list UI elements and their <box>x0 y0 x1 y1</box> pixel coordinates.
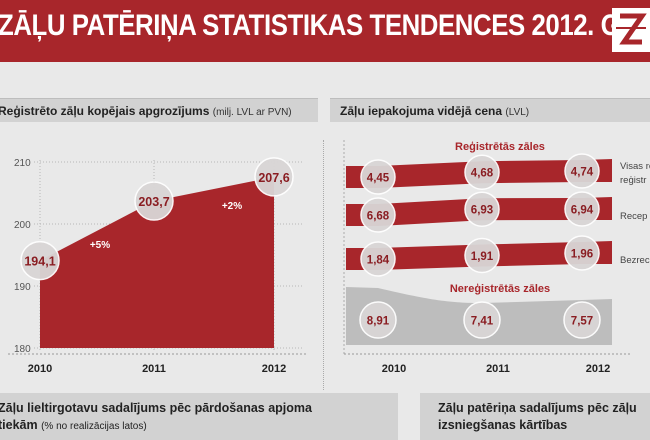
bottom-left-title: Zāļu lieltirgotavu sadalījums pēc pārdoš… <box>0 401 312 432</box>
data-label-2012: 207,6 <box>258 171 289 185</box>
logo-icon <box>612 8 650 52</box>
price-bubble <box>464 237 500 274</box>
series-legend-2: Recep <box>620 211 647 222</box>
bottom-right-header: Zāļu patēriņa sadalījums pēc zāļu izsnie… <box>420 393 650 440</box>
data-label-2011: 203,7 <box>138 195 169 209</box>
price-bubble <box>359 301 397 339</box>
price-bubble <box>564 191 600 227</box>
bottom-right-title: Zāļu patēriņa sadalījums pēc zāļu izsnie… <box>438 401 637 432</box>
right-panel-header: Zāļu iepakojuma vidējā cena (LVL) <box>330 98 650 122</box>
price-bubble <box>563 301 601 339</box>
value-bubble-2010 <box>20 240 60 281</box>
left-panel-title: Reģistrēto zāļu kopējais apgrozījums (mi… <box>0 104 292 118</box>
x-tick-label: 2010 <box>28 363 52 375</box>
price-label: 1,96 <box>571 249 593 261</box>
series-legend-3: Bezreco <box>620 255 650 266</box>
value-bubble-2012 <box>254 157 294 197</box>
x-tick-label: 2010 <box>382 363 406 375</box>
page-title: ZĀĻU PATĒRIŅA STATISTIKAS TENDENCES 2012… <box>0 9 650 42</box>
price-bubble <box>360 241 396 277</box>
x-tick-label: 2012 <box>262 363 286 375</box>
x-tick-label: 2012 <box>586 363 610 375</box>
series-legend-1: Visas reģistr <box>620 161 650 172</box>
price-label: 8,91 <box>367 316 390 328</box>
unregistered-group-label: Nereģistrētās zāles <box>450 282 550 295</box>
price-label: 1,91 <box>471 251 494 263</box>
price-bubble <box>564 235 600 271</box>
data-label-2010: 194,1 <box>24 255 55 269</box>
y-tick-label: 200 <box>14 220 31 231</box>
price-bubble <box>464 191 500 227</box>
registered-group-label: Reģistrētās zāles <box>455 140 545 153</box>
price-label: 4,45 <box>367 173 390 185</box>
right-panel-title: Zāļu iepakojuma vidējā cena (LVL) <box>340 104 530 118</box>
header-banner: ZĀĻU PATĒRIŅA STATISTIKAS TENDENCES 2012… <box>0 0 650 62</box>
y-tick-label: 190 <box>14 282 31 293</box>
x-tick-label: 2011 <box>142 363 166 375</box>
left-panel-header: Reģistrēto zāļu kopējais apgrozījums (mi… <box>0 98 318 122</box>
turnover-area <box>40 176 274 348</box>
panel-divider <box>323 140 324 390</box>
growth-annotation-1: +5% <box>90 240 110 251</box>
price-label: 6,68 <box>367 211 390 223</box>
y-tick-label: 180 <box>14 344 31 355</box>
price-label: 7,57 <box>571 316 593 328</box>
price-label: 6,93 <box>471 205 493 217</box>
price-label: 1,84 <box>367 255 390 267</box>
price-bubble <box>564 153 600 189</box>
growth-annotation-2: +2% <box>222 201 242 212</box>
price-bubble <box>464 154 500 190</box>
price-bubble <box>463 301 501 339</box>
price-label: 4,74 <box>571 167 594 179</box>
series-legend-1b: reģistr <box>620 175 646 186</box>
price-label: 4,68 <box>471 168 494 180</box>
price-bubble <box>360 197 396 233</box>
price-label: 6,94 <box>571 205 594 217</box>
value-bubble-2011 <box>134 181 174 221</box>
x-tick-label: 2011 <box>486 363 510 375</box>
price-label: 7,41 <box>471 316 494 328</box>
price-bubble <box>360 159 396 195</box>
bottom-left-header: Zāļu lieltirgotavu sadalījums pēc pārdoš… <box>0 393 398 440</box>
y-tick-label: 210 <box>14 158 31 169</box>
